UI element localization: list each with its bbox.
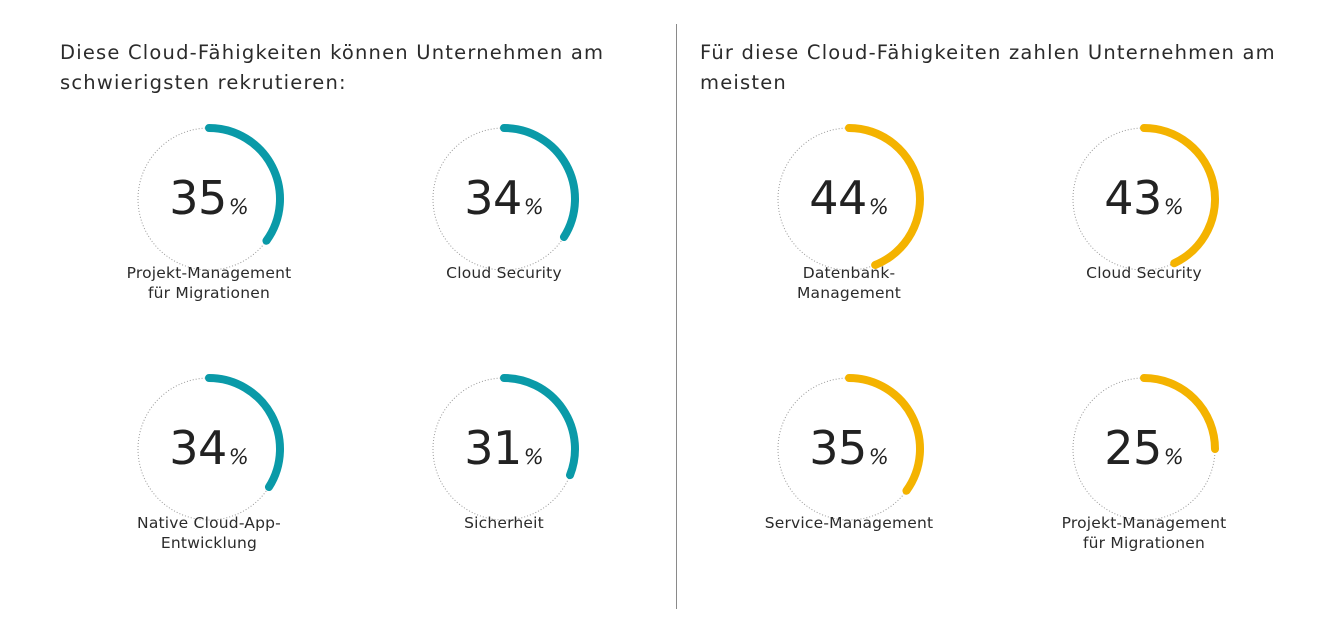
panel-divider xyxy=(676,24,677,609)
gauge-label: Cloud Security xyxy=(1086,264,1202,282)
gauge-arc xyxy=(1140,374,1219,453)
gauge-arc xyxy=(500,124,579,242)
gauge-recruit-4: 31% Sicherheit xyxy=(394,349,614,569)
left-panel-title: Diese Cloud-Fähigkeiten können Unternehm… xyxy=(60,41,605,94)
gauge-value: 44% xyxy=(739,171,959,225)
gauge-percent-sign: % xyxy=(1163,445,1184,469)
gauge-value: 35% xyxy=(739,421,959,475)
gauge-arc xyxy=(500,374,579,480)
gauge-arc xyxy=(845,124,924,270)
gauge-arc xyxy=(1140,124,1219,268)
gauge-percent-sign: % xyxy=(868,445,889,469)
gauge-percent-sign: % xyxy=(523,195,544,219)
gauge-arc xyxy=(205,124,284,245)
gauge-label: Projekt-Management für Migrationen xyxy=(126,264,292,302)
gauge-pay-2: 43% Cloud Security xyxy=(1034,99,1254,319)
gauge-recruit-2: 34% Cloud Security xyxy=(394,99,614,319)
gauge-ring xyxy=(777,124,924,271)
gauge-percent-sign: % xyxy=(868,195,889,219)
gauge-label: Sicherheit xyxy=(464,514,544,532)
gauge-value: 25% xyxy=(1034,421,1254,475)
gauge-pay-3: 35% Service-Management xyxy=(739,349,959,569)
gauge-value-number: 31 xyxy=(464,421,522,475)
gauge-label: Cloud Security xyxy=(446,264,562,282)
gauge-value-number: 34 xyxy=(169,421,227,475)
gauge-value-number: 44 xyxy=(809,171,867,225)
gauge-value: 34% xyxy=(99,421,319,475)
gauge-pay-4: 25% Projekt-Management für Migrationen xyxy=(1034,349,1254,569)
gauge-percent-sign: % xyxy=(228,195,249,219)
gauge-value-number: 43 xyxy=(1104,171,1162,225)
gauge-percent-sign: % xyxy=(228,445,249,469)
gauge-arc xyxy=(205,374,284,492)
gauge-value-number: 35 xyxy=(809,421,867,475)
gauge-percent-sign: % xyxy=(1163,195,1184,219)
gauge-ring xyxy=(137,124,284,271)
gauge-value: 34% xyxy=(394,171,614,225)
gauge-ring xyxy=(1072,124,1219,271)
gauge-label: Projekt-Management für Migrationen xyxy=(1061,514,1227,552)
gauge-pay-1: 44% Datenbank- Management xyxy=(739,99,959,319)
gauge-value: 35% xyxy=(99,171,319,225)
gauge-label: Datenbank- Management xyxy=(796,264,902,302)
gauge-ring xyxy=(432,374,579,521)
gauge-label: Service-Management xyxy=(764,514,934,532)
gauge-percent-sign: % xyxy=(523,445,544,469)
gauge-ring xyxy=(137,374,284,521)
gauge-recruit-3: 34% Native Cloud-App- Entwicklung xyxy=(99,349,319,569)
gauge-value-number: 25 xyxy=(1104,421,1162,475)
gauge-label: Native Cloud-App- Entwicklung xyxy=(137,514,281,552)
gauge-value-number: 35 xyxy=(169,171,227,225)
gauge-ring xyxy=(432,124,579,271)
right-panel-title: Für diese Cloud-Fähigkeiten zahlen Unter… xyxy=(700,41,1276,94)
gauge-value: 31% xyxy=(394,421,614,475)
gauge-ring xyxy=(1072,374,1219,521)
gauge-recruit-1: 35% Projekt-Management für Migrationen xyxy=(99,99,319,319)
gauge-value: 43% xyxy=(1034,171,1254,225)
gauge-value-number: 34 xyxy=(464,171,522,225)
gauge-ring xyxy=(777,374,924,521)
gauge-arc xyxy=(845,374,924,495)
